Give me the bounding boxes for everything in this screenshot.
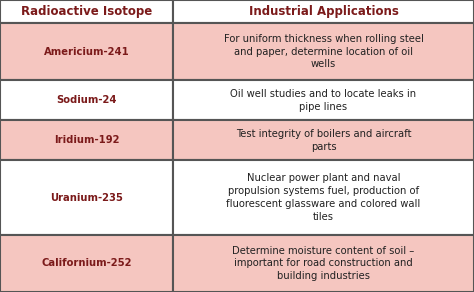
Text: Californium-252: Californium-252	[41, 258, 132, 268]
Bar	[0, 23, 173, 80]
Text: Oil well studies and to locate leaks in
pipe lines: Oil well studies and to locate leaks in …	[230, 89, 417, 112]
Text: Iridium-192: Iridium-192	[54, 135, 119, 145]
Bar	[0, 120, 173, 161]
Text: Americium-241: Americium-241	[44, 47, 129, 57]
Bar	[173, 80, 474, 120]
Bar	[173, 0, 474, 23]
Bar	[173, 23, 474, 80]
Bar	[173, 161, 474, 235]
Text: Determine moisture content of soil –
important for road construction and
buildin: Determine moisture content of soil – imp…	[232, 246, 415, 281]
Text: Uranium-235: Uranium-235	[50, 193, 123, 203]
Bar	[0, 235, 173, 292]
Text: Sodium-24: Sodium-24	[56, 95, 117, 105]
Text: Industrial Applications: Industrial Applications	[248, 5, 399, 18]
Bar	[173, 235, 474, 292]
Bar	[0, 161, 173, 235]
Text: Test integrity of boilers and aircraft
parts: Test integrity of boilers and aircraft p…	[236, 129, 411, 152]
Text: Nuclear power plant and naval
propulsion systems fuel, production of
fluorescent: Nuclear power plant and naval propulsion…	[227, 173, 420, 222]
Text: Radioactive Isotope: Radioactive Isotope	[21, 5, 152, 18]
Bar	[173, 120, 474, 161]
Bar	[0, 0, 173, 23]
Text: For uniform thickness when rolling steel
and paper, determine location of oil
we: For uniform thickness when rolling steel…	[224, 34, 423, 69]
Bar	[0, 80, 173, 120]
